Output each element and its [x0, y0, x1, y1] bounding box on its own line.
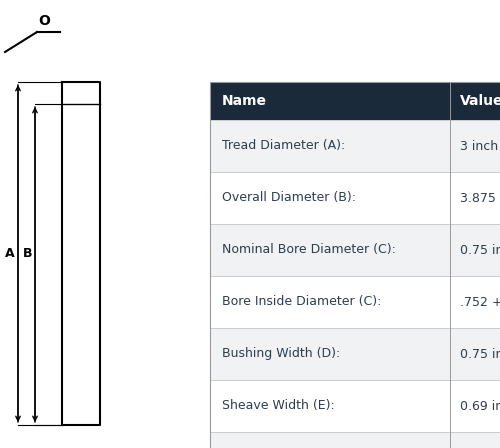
Text: Overall Diameter (B):: Overall Diameter (B): — [222, 191, 356, 204]
Text: Bushing Width (D):: Bushing Width (D): — [222, 348, 340, 361]
Text: 3.875: 3.875 — [460, 191, 500, 204]
Text: Name: Name — [222, 94, 267, 108]
Bar — [210, 432, 500, 448]
Text: B: B — [23, 247, 33, 260]
Bar — [210, 380, 500, 432]
Text: Value: Value — [460, 94, 500, 108]
Bar — [210, 328, 500, 380]
Text: Tread Diameter (A):: Tread Diameter (A): — [222, 139, 345, 152]
Text: 0.75 in: 0.75 in — [460, 244, 500, 257]
Text: 3 inch: 3 inch — [460, 139, 498, 152]
Text: 0.69 in: 0.69 in — [460, 400, 500, 413]
Text: Bore Inside Diameter (C):: Bore Inside Diameter (C): — [222, 296, 382, 309]
Text: A: A — [5, 247, 15, 260]
Text: Sheave Width (E):: Sheave Width (E): — [222, 400, 335, 413]
Text: Nominal Bore Diameter (C):: Nominal Bore Diameter (C): — [222, 244, 396, 257]
Bar — [210, 120, 500, 172]
Bar — [210, 82, 500, 120]
Bar — [210, 276, 500, 328]
Bar — [210, 82, 500, 448]
Text: .752 +: .752 + — [460, 296, 500, 309]
Bar — [210, 224, 500, 276]
Text: O: O — [38, 14, 50, 28]
Text: 0.75 in: 0.75 in — [460, 348, 500, 361]
Bar — [210, 172, 500, 224]
